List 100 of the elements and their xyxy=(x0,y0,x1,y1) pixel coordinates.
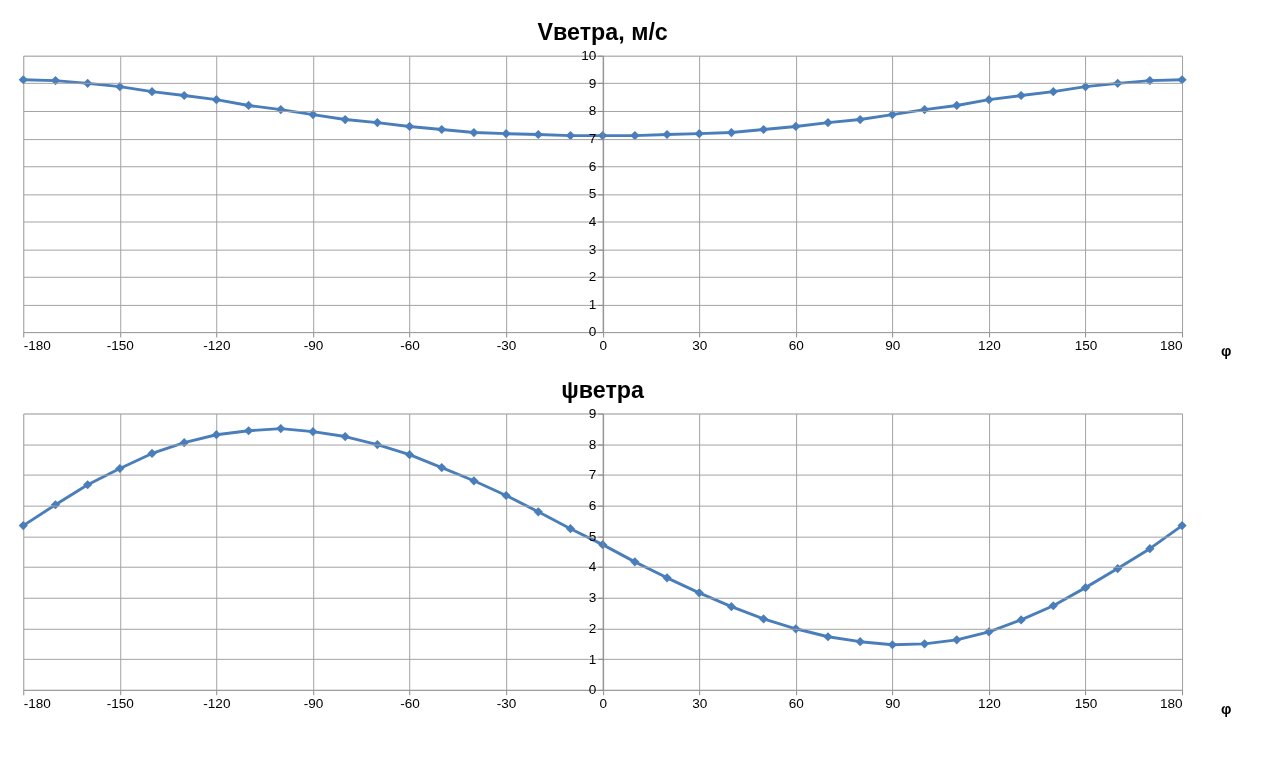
x-axis-title: φ xyxy=(1220,342,1232,359)
x-tick-label: 60 xyxy=(788,338,805,354)
point xyxy=(630,130,640,141)
y-tick-label: 6 xyxy=(588,158,597,174)
x-tick-label: -90 xyxy=(303,695,324,711)
point xyxy=(115,463,125,474)
point xyxy=(1048,601,1058,611)
point xyxy=(791,121,801,132)
x-tick-label: -30 xyxy=(496,695,517,711)
x-tick-label: 0 xyxy=(599,695,608,711)
point xyxy=(211,430,221,440)
point xyxy=(533,507,543,517)
point xyxy=(18,75,28,85)
point xyxy=(179,90,189,101)
x-tick-label: 120 xyxy=(978,338,1002,354)
y-tick-label: 1 xyxy=(588,296,597,312)
point xyxy=(919,639,930,649)
point xyxy=(1016,90,1026,101)
x-tick-label: -120 xyxy=(203,695,231,711)
x-tick-label: 30 xyxy=(692,695,708,711)
point xyxy=(630,557,640,567)
point xyxy=(887,640,897,650)
point xyxy=(18,521,28,531)
point xyxy=(1080,583,1091,593)
x-tick-label: -150 xyxy=(106,338,135,354)
point xyxy=(887,109,897,120)
point xyxy=(823,117,833,128)
point xyxy=(340,114,350,125)
point xyxy=(340,431,350,442)
point xyxy=(147,87,157,97)
x-tick-label: 90 xyxy=(885,695,901,711)
point xyxy=(823,632,833,642)
point xyxy=(1048,87,1058,97)
point xyxy=(501,490,511,501)
y-tick-label: 6 xyxy=(588,498,597,514)
y-tick-label: 3 xyxy=(588,241,597,257)
point xyxy=(437,462,447,473)
point xyxy=(1080,82,1091,92)
point xyxy=(855,637,865,647)
point xyxy=(533,129,543,140)
point xyxy=(308,427,318,437)
point xyxy=(662,129,672,140)
point xyxy=(83,480,93,490)
point xyxy=(211,95,221,105)
x-tick-label: 0 xyxy=(599,338,608,354)
point xyxy=(501,129,511,139)
point xyxy=(1145,75,1155,86)
x-tick-label: -30 xyxy=(496,338,517,354)
chart-title: Vветра, м/с xyxy=(537,19,668,46)
x-tick-label: -90 xyxy=(303,338,324,354)
x-tick-label: -150 xyxy=(106,695,135,711)
x-tick-label: -60 xyxy=(400,695,421,711)
point xyxy=(243,100,254,111)
point xyxy=(147,448,157,459)
y-tick-label: 0 xyxy=(588,324,597,340)
point xyxy=(662,573,672,583)
x-tick-label: 150 xyxy=(1074,338,1098,354)
y-tick-label: 4 xyxy=(588,559,597,575)
y-tick-label: 7 xyxy=(588,467,597,483)
point xyxy=(759,614,769,624)
point xyxy=(694,588,704,598)
x-tick-label: 150 xyxy=(1074,695,1098,711)
x-tick-label: -60 xyxy=(400,338,421,354)
point xyxy=(404,121,415,132)
point xyxy=(1016,615,1026,625)
point xyxy=(694,129,704,139)
x-tick-label: 30 xyxy=(692,338,708,354)
point xyxy=(372,117,382,128)
point xyxy=(952,635,962,645)
point xyxy=(759,124,769,135)
x-tick-label: 180 xyxy=(1159,338,1183,354)
y-tick-label: 8 xyxy=(588,436,597,452)
x-tick-label: -120 xyxy=(203,338,231,354)
y-tick-label: 1 xyxy=(588,651,597,667)
point xyxy=(404,450,415,460)
chart-title: ψветра xyxy=(561,377,646,404)
y-tick-label: 9 xyxy=(588,405,597,421)
point xyxy=(1145,544,1155,554)
x-axis-title: φ xyxy=(1220,700,1232,717)
x-tick-label: -180 xyxy=(23,695,52,711)
x-tick-label: 90 xyxy=(885,338,901,354)
point xyxy=(115,82,125,92)
y-tick-label: 4 xyxy=(588,213,597,229)
y-tick-label: 9 xyxy=(588,75,597,91)
point xyxy=(469,476,479,486)
point xyxy=(276,423,286,434)
point xyxy=(1177,521,1187,531)
y-tick-label: 8 xyxy=(588,103,597,119)
x-tick-label: 60 xyxy=(788,695,805,711)
point xyxy=(984,95,994,105)
y-tick-label: 3 xyxy=(588,590,597,606)
point xyxy=(855,114,865,125)
point xyxy=(437,124,447,135)
y-tick-label: 5 xyxy=(588,186,597,202)
x-tick-label: -180 xyxy=(23,338,52,354)
point xyxy=(726,127,737,138)
point xyxy=(952,100,962,111)
point xyxy=(726,602,737,612)
point xyxy=(565,524,576,534)
y-tick-label: 10 xyxy=(581,48,597,64)
